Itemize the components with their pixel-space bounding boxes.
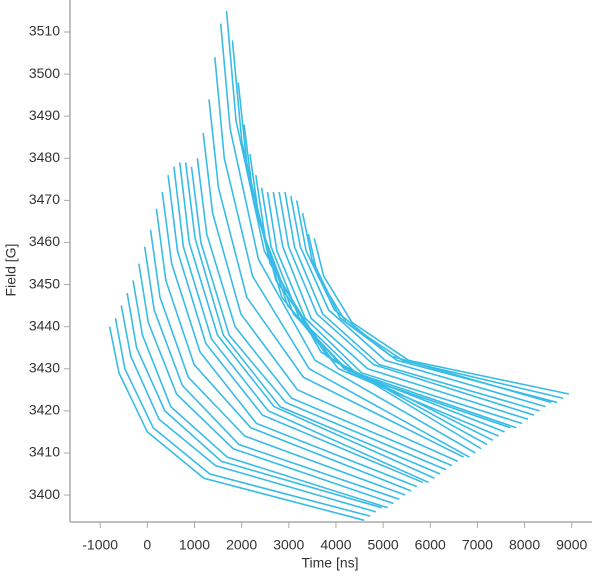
trace-line <box>132 280 388 509</box>
trace-line <box>149 229 406 496</box>
trace-line <box>243 124 500 437</box>
trace-line <box>307 233 564 400</box>
y-tick-label: 3450 <box>29 275 60 291</box>
trace-line <box>143 246 400 501</box>
y-tick-label: 3430 <box>29 359 60 375</box>
x-tick-label: 0 <box>143 537 151 553</box>
trace-line <box>202 132 459 463</box>
trace-line <box>278 191 535 416</box>
trace-line <box>313 238 570 395</box>
x-tick-label: 7000 <box>462 537 493 553</box>
x-axis-label: Time [ns] <box>301 555 358 571</box>
trace-line <box>120 305 377 513</box>
y-tick-label: 3480 <box>29 149 60 165</box>
x-tick-label: -1000 <box>82 537 118 553</box>
y-tick-label: 3500 <box>29 65 60 81</box>
trace-line <box>126 292 383 509</box>
trace-line <box>214 57 470 458</box>
y-tick-label: 3440 <box>29 317 60 333</box>
trace-line <box>266 191 523 425</box>
x-tick-label: 3000 <box>273 537 304 553</box>
y-tick-label: 3490 <box>29 107 60 123</box>
trace-line <box>254 175 511 429</box>
trace-line <box>167 175 424 484</box>
trace-line <box>108 326 365 522</box>
y-axis-label: Field [G] <box>3 244 19 297</box>
trace-line <box>219 23 476 454</box>
y-tick-label: 3410 <box>29 444 60 460</box>
x-tick-label: 4000 <box>320 537 351 553</box>
trace-line <box>295 200 552 404</box>
x-tick-label: 1000 <box>179 537 210 553</box>
trace-line <box>290 196 546 408</box>
y-tick-label: 3460 <box>29 233 60 249</box>
trace-line <box>173 166 429 484</box>
trace-line <box>178 162 435 479</box>
trace-line <box>208 99 465 458</box>
y-tick-label: 3400 <box>29 486 60 502</box>
trace-line <box>161 191 418 488</box>
x-tick-label: 8000 <box>509 537 540 553</box>
trace-line <box>196 158 453 467</box>
trace-line <box>114 318 371 517</box>
y-tick-label: 3470 <box>29 191 60 207</box>
trace-line <box>184 162 441 475</box>
trace-line <box>155 208 412 492</box>
trace-line <box>190 166 447 471</box>
trace-line <box>237 82 494 442</box>
x-tick-label: 2000 <box>226 537 257 553</box>
x-tick-label: 5000 <box>368 537 399 553</box>
y-tick-label: 3420 <box>29 402 60 418</box>
y-tick-label: 3510 <box>29 23 60 39</box>
x-tick-label: 6000 <box>415 537 446 553</box>
trace-line <box>138 263 394 505</box>
trace-line <box>260 187 517 429</box>
trace-line <box>284 191 540 412</box>
x-tick-label: 9000 <box>556 537 587 553</box>
trace-line <box>272 191 529 421</box>
trace-line <box>301 212 558 404</box>
